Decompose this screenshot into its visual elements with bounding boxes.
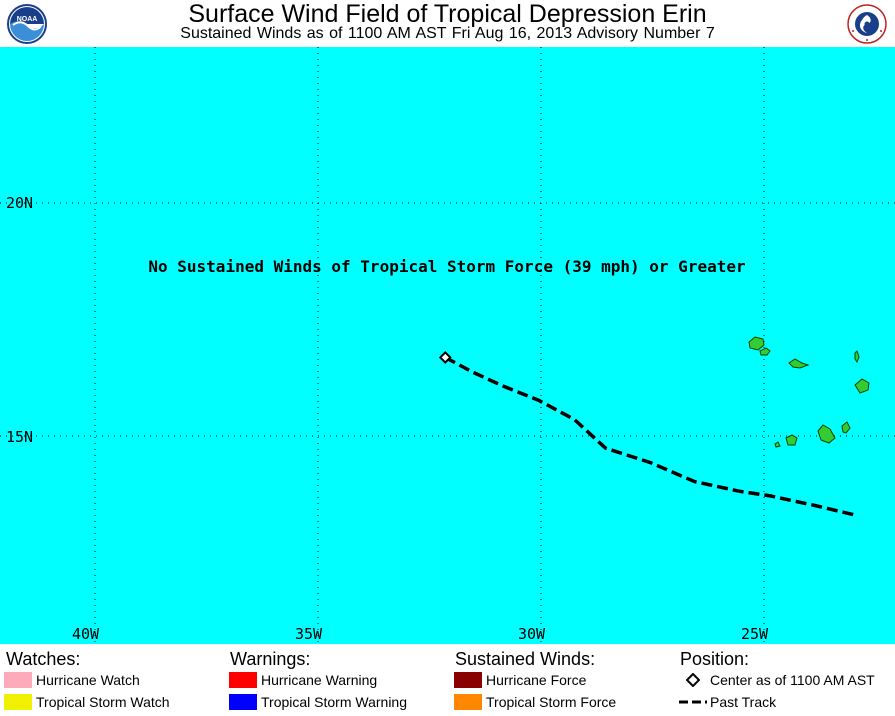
diamond-icon	[686, 673, 700, 687]
past-track-line	[444, 355, 856, 517]
legend-label: Hurricane Force	[486, 672, 587, 688]
legend-label: Hurricane Warning	[261, 672, 378, 688]
island-santiago	[817, 424, 836, 444]
island-maio	[841, 421, 851, 434]
legend-label: Past Track	[710, 694, 777, 710]
lat-label-15n: 15N	[6, 428, 33, 446]
lat-label-20n: 20N	[6, 194, 33, 212]
storm-center-diamond	[438, 351, 452, 364]
noaa-logo: NOAA	[7, 4, 47, 44]
hurricane-watch-swatch	[4, 672, 32, 688]
tropical-storm-watch-swatch	[4, 694, 32, 710]
lon-label-25w: 25W	[741, 625, 769, 643]
island-fogo	[785, 434, 798, 446]
lon-label-30w: 30W	[518, 625, 546, 643]
legend-heading-watches: Watches:	[6, 649, 81, 669]
cape-verde-islands	[748, 336, 870, 448]
island-sao-vicente	[759, 347, 771, 356]
legend-heading-position: Position:	[680, 649, 750, 669]
page-subtitle: Sustained Winds as of 1100 AM AST Fri Au…	[180, 25, 715, 42]
legend: Watches: Hurricane Watch Tropical Storm …	[0, 644, 895, 716]
island-santo-antao	[748, 336, 765, 351]
tropical-storm-force-swatch	[454, 694, 482, 710]
legend-label: Tropical Storm Watch	[36, 694, 170, 710]
island-boa-vista	[854, 378, 870, 394]
hurricane-force-swatch	[454, 672, 482, 688]
hurricane-warning-swatch	[229, 672, 257, 688]
national-weather-service-logo	[847, 4, 887, 44]
no-tropical-storm-winds-message: No Sustained Winds of Tropical Storm For…	[148, 257, 745, 276]
svg-text:NOAA: NOAA	[17, 16, 38, 23]
island-sao-nicolau	[788, 358, 810, 369]
legend-heading-warnings: Warnings:	[230, 649, 311, 669]
legend-label: Center as of 1100 AM AST	[710, 672, 875, 688]
legend-label: Tropical Storm Warning	[261, 694, 408, 710]
ocean	[0, 47, 895, 644]
lon-label-35w: 35W	[295, 625, 323, 643]
lon-label-40w: 40W	[72, 625, 100, 643]
header: NOAA Surface Wind Field of Tropical Depr…	[0, 0, 895, 47]
page-title: Surface Wind Field of Tropical Depressio…	[188, 0, 707, 28]
island-sal	[854, 350, 860, 364]
dashed-line-icon	[679, 700, 707, 704]
legend-heading-sustained-winds: Sustained Winds:	[455, 649, 596, 669]
legend-label: Tropical Storm Force	[486, 694, 617, 710]
legend-label: Hurricane Watch	[36, 672, 140, 688]
island-brava	[774, 441, 781, 448]
wind-field-map: 20N 15N 40W 35W 30W 25W No Sustained Win…	[0, 47, 895, 644]
tropical-storm-warning-swatch	[229, 694, 257, 710]
